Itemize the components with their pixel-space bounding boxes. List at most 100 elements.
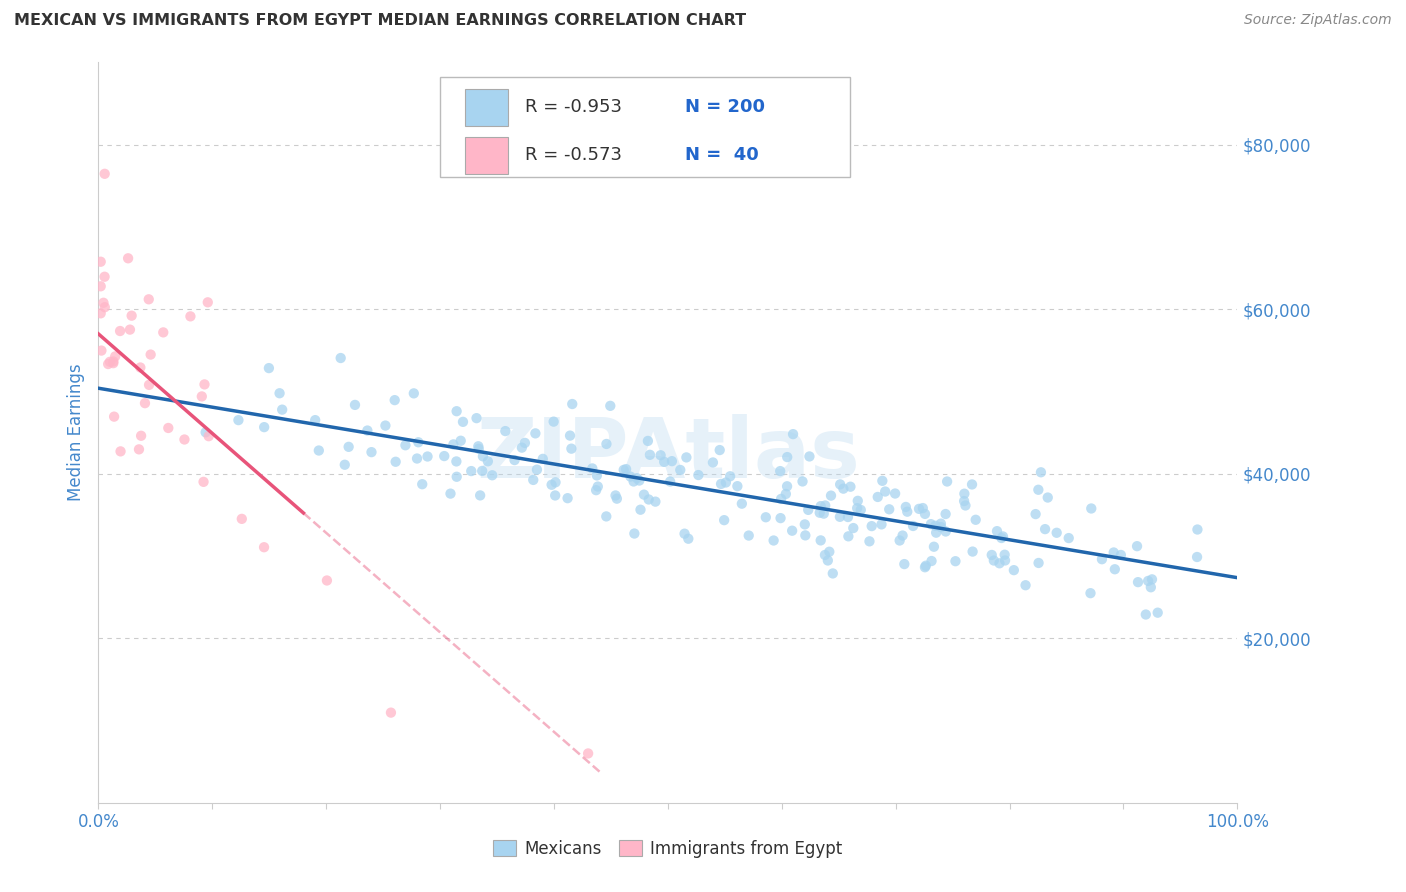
Point (118, 323, 141, 337)
Point (103, 356, 125, 370)
Point (891, 528, 914, 542)
Point (228, 413, 250, 427)
Point (540, 477, 562, 491)
Point (1028, 483, 1050, 497)
Point (1135, 607, 1157, 622)
Legend: Mexicans, Immigrants from Egypt: Mexicans, Immigrants from Egypt (486, 833, 849, 865)
Point (510, 441, 533, 455)
Point (343, 398, 366, 412)
Text: R = -0.573: R = -0.573 (526, 146, 623, 164)
Point (675, 450, 697, 465)
Point (1036, 491, 1059, 505)
Point (441, 437, 464, 451)
Point (755, 510, 778, 524)
Point (257, 361, 280, 376)
Point (813, 507, 835, 521)
Point (585, 483, 607, 498)
Point (191, 389, 214, 403)
Point (253, 420, 276, 434)
Point (893, 557, 915, 571)
Point (406, 451, 429, 466)
Point (776, 479, 799, 493)
Point (669, 463, 692, 477)
Point (953, 494, 976, 508)
Point (544, 475, 567, 490)
Point (1014, 578, 1036, 592)
Point (468, 442, 491, 456)
Point (911, 501, 934, 516)
Point (780, 524, 803, 538)
Point (503, 453, 526, 467)
Point (544, 488, 567, 502)
Point (935, 507, 957, 521)
Point (846, 493, 869, 508)
Point (637, 492, 659, 507)
Point (513, 436, 536, 450)
Point (384, 455, 406, 469)
Point (93, 269, 115, 284)
Point (613, 463, 636, 477)
Point (605, 488, 627, 502)
Point (929, 516, 952, 531)
Point (924, 518, 946, 533)
Point (858, 534, 880, 549)
Point (637, 434, 659, 448)
Point (110, 444, 132, 458)
Point (460, 464, 482, 478)
Y-axis label: Median Earnings: Median Earnings (66, 364, 84, 501)
Point (450, 434, 472, 448)
Point (416, 450, 439, 464)
Point (374, 418, 396, 433)
Point (557, 491, 579, 505)
Point (599, 399, 621, 413)
Point (1102, 545, 1125, 559)
Point (877, 502, 900, 516)
Point (93, 295, 115, 310)
Point (1028, 556, 1050, 570)
Point (1140, 580, 1163, 594)
Point (433, 449, 456, 463)
Point (775, 487, 797, 501)
Point (139, 348, 162, 362)
Point (446, 469, 468, 483)
Point (1046, 525, 1069, 540)
Point (889, 533, 911, 548)
Point (994, 548, 1017, 562)
Point (828, 509, 851, 524)
Point (820, 489, 842, 503)
Point (808, 506, 831, 520)
Point (231, 512, 253, 526)
Point (471, 450, 494, 464)
Point (138, 377, 160, 392)
Point (129, 429, 152, 443)
Point (451, 415, 474, 429)
Point (408, 435, 430, 450)
Point (991, 529, 1014, 543)
Text: N =  40: N = 40 (685, 146, 759, 164)
Point (628, 474, 651, 488)
Point (304, 413, 326, 427)
Point (558, 428, 581, 442)
Point (253, 540, 276, 554)
Point (837, 510, 859, 524)
Point (446, 404, 468, 418)
Point (129, 360, 152, 375)
Point (810, 499, 832, 513)
Point (832, 482, 855, 496)
Point (792, 475, 814, 489)
Point (1187, 523, 1209, 537)
Point (90, 279, 112, 293)
Point (661, 454, 683, 468)
Point (839, 480, 862, 494)
Point (837, 529, 859, 543)
Point (980, 548, 1002, 562)
Point (659, 475, 682, 489)
Point (1126, 539, 1149, 553)
Point (738, 528, 761, 542)
Point (1033, 522, 1056, 536)
Point (929, 520, 952, 534)
Point (914, 507, 936, 521)
Point (818, 545, 841, 559)
Point (673, 526, 696, 541)
Point (97, 357, 120, 371)
